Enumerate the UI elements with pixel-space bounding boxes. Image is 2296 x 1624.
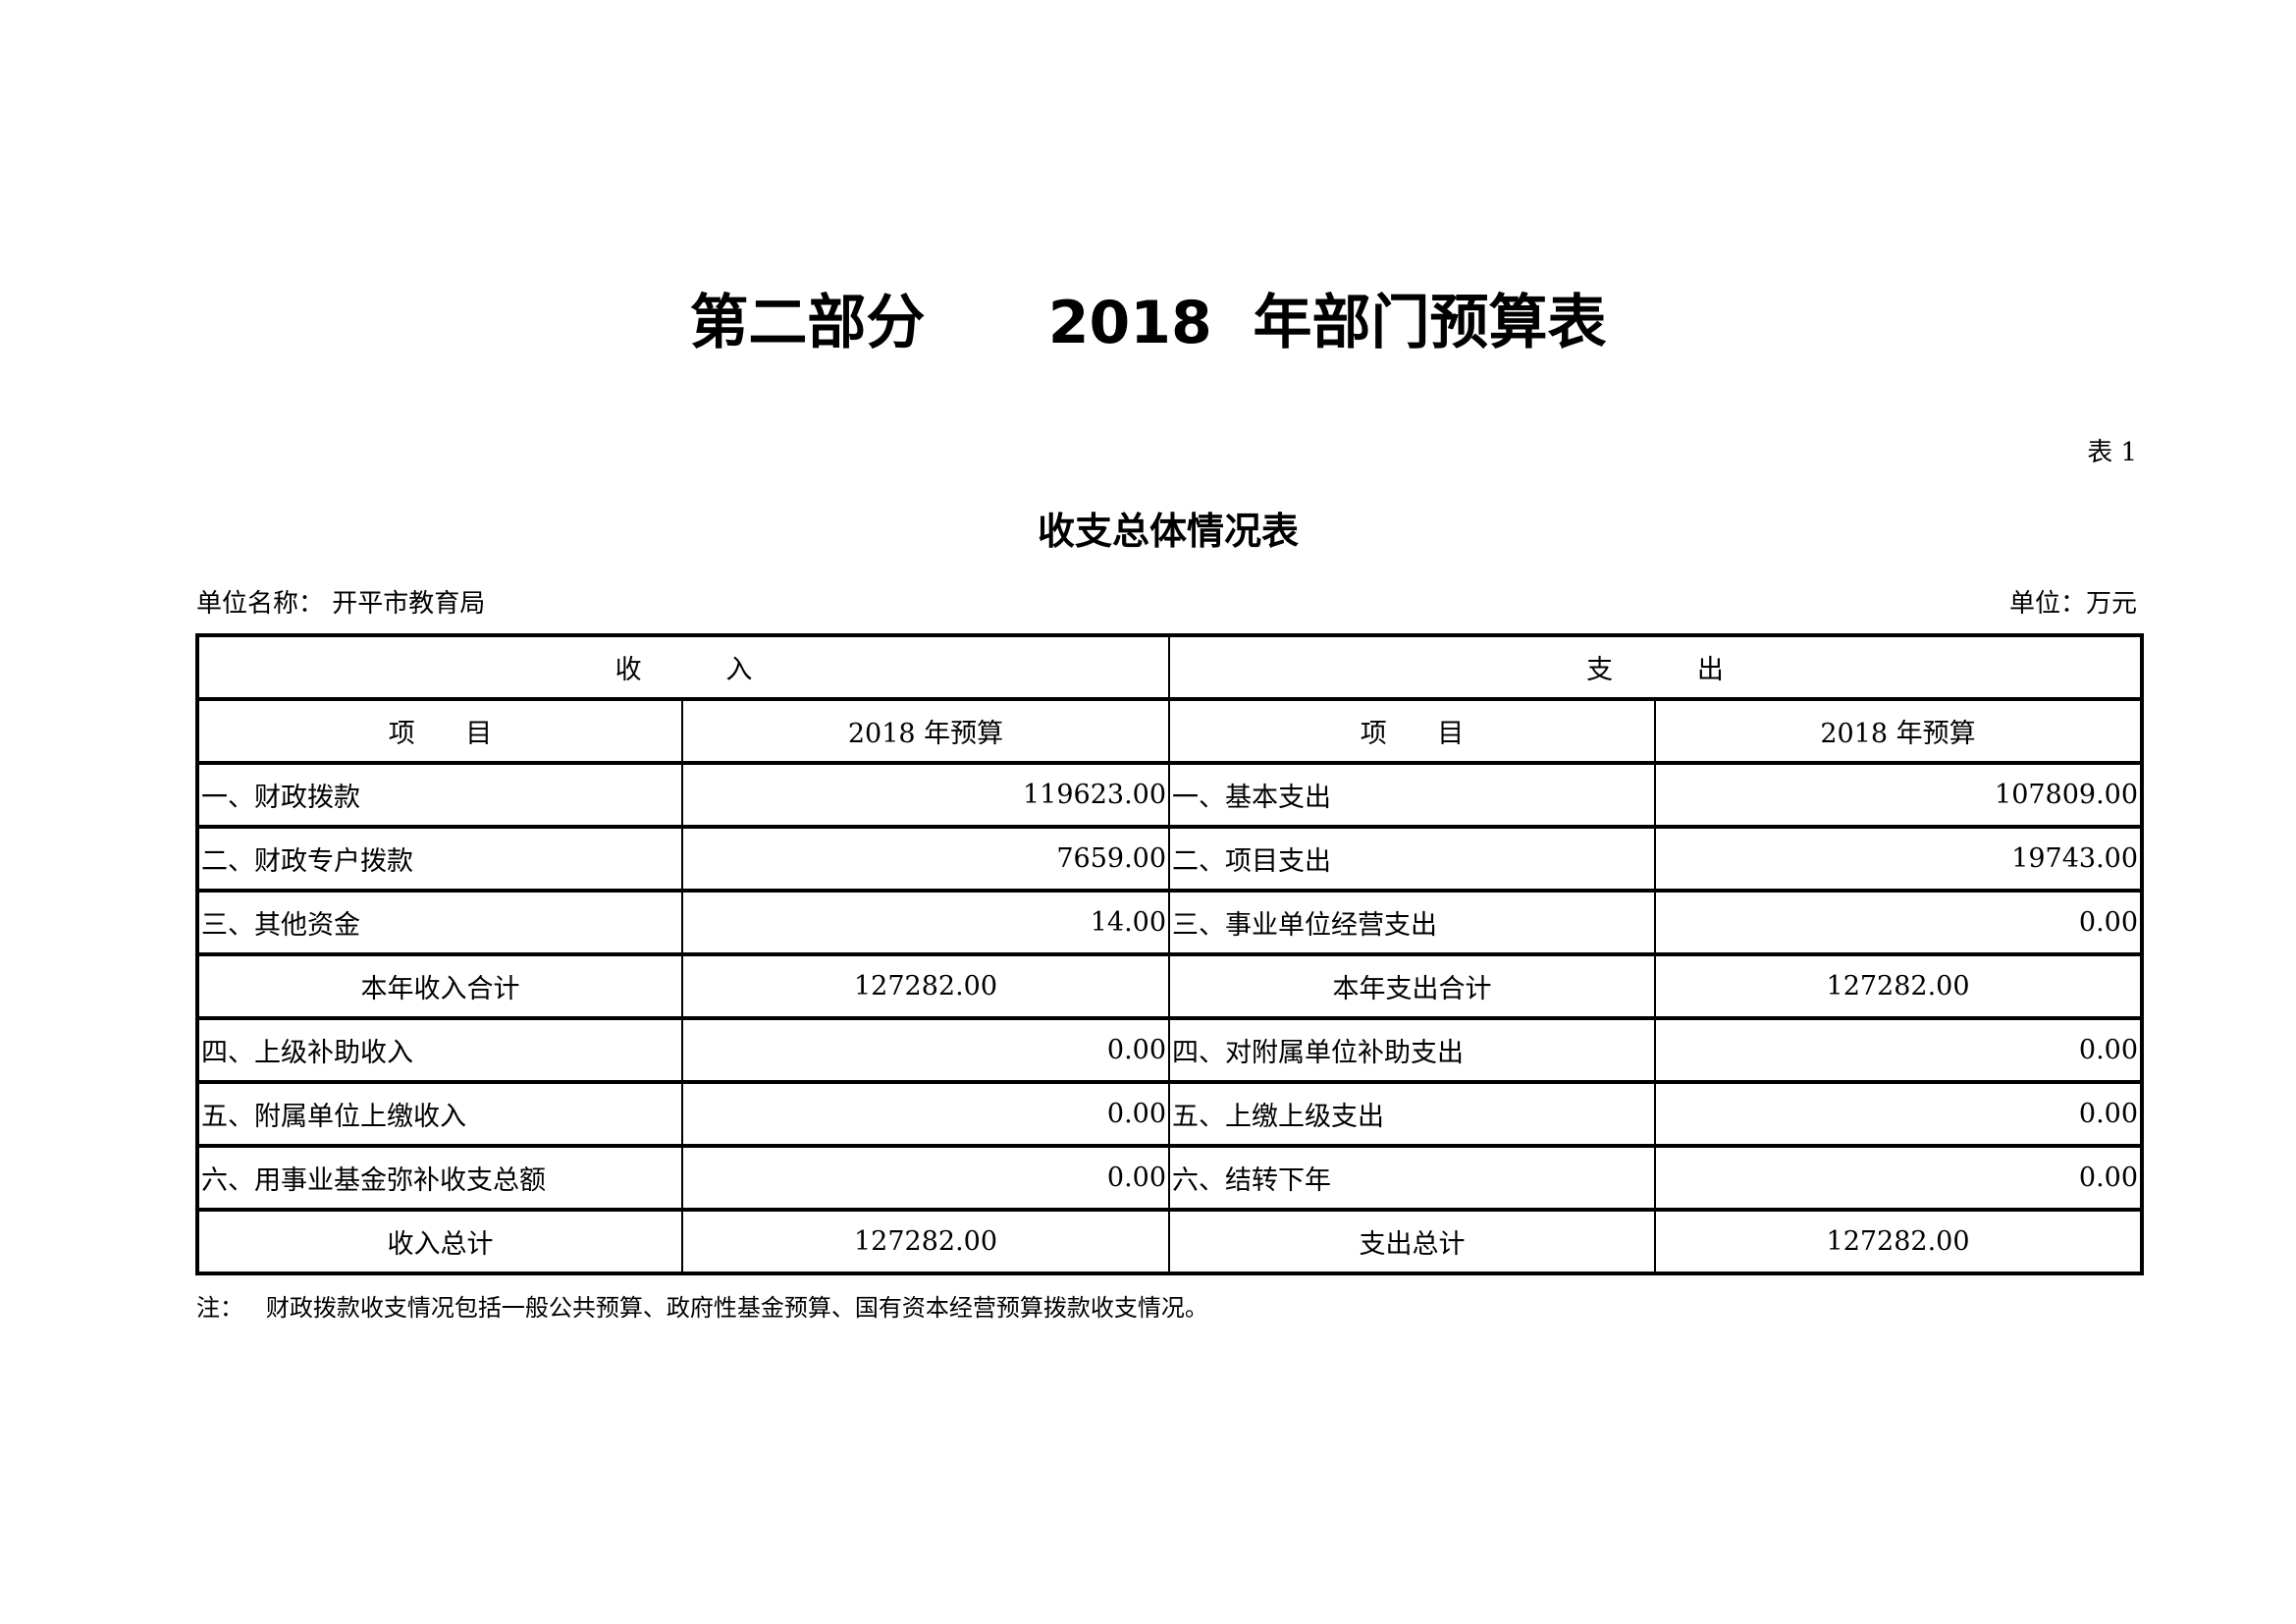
expense-item: 一、基本支出 [1168,761,1657,828]
footnote: 注： 财政拨款收支情况包括一般公共预算、政府性基金预算、国有资本经营预算拨款收支… [196,1294,1208,1322]
income-value: 14.00 [680,889,1171,955]
income-item-header: 项 目 [196,697,683,764]
income-item: 一、财政拨款 [196,761,683,828]
income-budget-header: 2018 年预算 [680,697,1171,764]
table-row: 四、上级补助收入 0.00 四、对附属单位补助支出 0.00 [196,1016,2144,1083]
expense-item: 本年支出合计 [1168,952,1657,1019]
table-title: 收支总体情况表 [1037,509,1299,553]
expense-budget-header: 2018 年预算 [1654,697,2144,764]
table-subheader-row: 项 目 2018 年预算 项 目 2018 年预算 [196,697,2144,764]
expense-value: 0.00 [1654,1080,2144,1147]
income-value: 127282.00 [680,952,1171,1019]
income-header: 收 入 [195,634,1171,700]
table-row: 三、其他资金 14.00 三、事业单位经营支出 0.00 [196,889,2144,955]
income-value: 0.00 [680,1080,1171,1147]
unit-name-label: 单位名称： 开平市教育局 [196,589,486,619]
expense-header: 支 出 [1168,634,2144,700]
income-item: 四、上级补助收入 [196,1016,683,1083]
expense-value: 0.00 [1654,1144,2144,1211]
income-item: 五、附属单位上缴收入 [196,1080,683,1147]
income-value: 119623.00 [680,761,1171,828]
expense-value: 107809.00 [1654,761,2144,828]
income-item: 六、用事业基金弥补收支总额 [196,1144,683,1211]
table-number: 表 1 [2087,438,2137,467]
income-value: 127282.00 [680,1208,1171,1274]
income-item: 二、财政专户拨款 [196,825,683,892]
expense-item-header: 项 目 [1168,697,1657,764]
table-row: 一、财政拨款 119623.00 一、基本支出 107809.00 [196,761,2144,828]
income-value: 0.00 [680,1016,1171,1083]
expense-item: 四、对附属单位补助支出 [1168,1016,1657,1083]
table-row: 二、财政专户拨款 7659.00 二、项目支出 19743.00 [196,825,2144,892]
expense-item: 五、上缴上级支出 [1168,1080,1657,1147]
expense-value: 127282.00 [1654,952,2144,1019]
table-row: 六、用事业基金弥补收支总额 0.00 六、结转下年 0.00 [196,1144,2144,1211]
expense-item: 二、项目支出 [1168,825,1657,892]
currency-unit-label: 单位：万元 [2008,589,2137,619]
budget-summary-table: 收 入 支 出 项 目 2018 年预算 项 目 2018 年预算 一、财政拨款… [195,633,2145,1275]
income-item: 收入总计 [196,1208,683,1274]
income-value: 0.00 [680,1144,1171,1211]
expense-item: 六、结转下年 [1168,1144,1657,1211]
table-row: 五、附属单位上缴收入 0.00 五、上缴上级支出 0.00 [196,1080,2144,1147]
expense-value: 19743.00 [1654,825,2144,892]
income-value: 7659.00 [680,825,1171,892]
income-item: 三、其他资金 [196,889,683,955]
expense-value: 127282.00 [1654,1208,2144,1274]
table-total-row: 收入总计 127282.00 支出总计 127282.00 [196,1208,2144,1274]
expense-item: 支出总计 [1168,1208,1657,1274]
expense-value: 0.00 [1654,1016,2144,1083]
page-title: 第二部分 2018 年部门预算表 [689,289,1607,357]
table-total-row: 本年收入合计 127282.00 本年支出合计 127282.00 [196,952,2144,1019]
income-item: 本年收入合计 [196,952,683,1019]
expense-value: 0.00 [1654,889,2144,955]
table-header-row: 收 入 支 出 [195,634,2144,700]
expense-item: 三、事业单位经营支出 [1168,889,1657,955]
